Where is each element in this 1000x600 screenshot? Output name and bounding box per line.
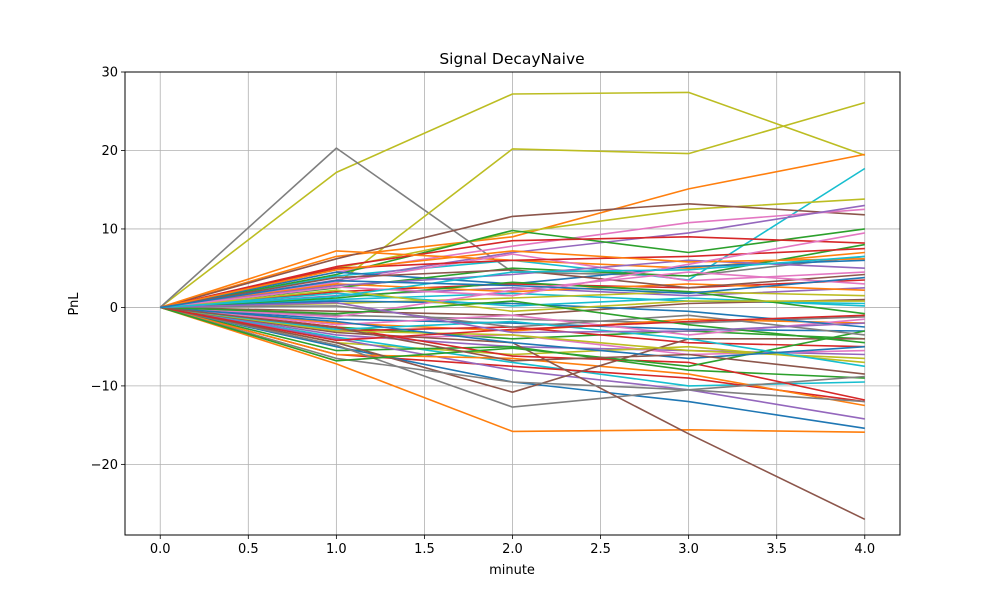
series-line — [159, 306, 865, 433]
y-tick-label: 20 — [101, 144, 118, 159]
series-line — [160, 228, 865, 309]
series-group — [159, 91, 866, 521]
series-line — [160, 300, 865, 344]
series-line — [160, 276, 865, 309]
series-line — [160, 250, 865, 309]
series-line — [160, 289, 865, 313]
series-line — [160, 301, 865, 334]
x-tick-label: 3.5 — [766, 542, 787, 557]
series-line — [160, 306, 865, 342]
x-tick-label: 0.0 — [150, 542, 171, 557]
series-line — [160, 236, 865, 309]
series-line — [160, 306, 865, 379]
x-tick-label: 1.0 — [326, 542, 347, 557]
series-line — [160, 306, 865, 360]
series-line — [160, 306, 865, 375]
x-tick-label: 0.5 — [238, 542, 259, 557]
x-tick-label: 4.0 — [854, 542, 875, 557]
series-line — [160, 268, 865, 309]
series-line — [160, 306, 865, 420]
series-line — [160, 305, 865, 336]
series-line — [160, 253, 865, 309]
series-line — [160, 306, 865, 368]
series-line — [159, 306, 865, 403]
series-line — [160, 306, 865, 394]
x-tick-label: 3.0 — [678, 542, 699, 557]
ticks-group: 0.0 0.5 1.0 1.5 2.0 2.5 3.0 3.5 4.0 −20 −10 0 10 20 30 — [91, 66, 876, 558]
y-tick-label: 30 — [101, 66, 118, 81]
y-tick-label: 10 — [101, 222, 118, 237]
series-line — [160, 306, 865, 408]
series-line — [160, 306, 865, 332]
series-line — [159, 203, 865, 309]
y-axis-label: PnL — [67, 292, 82, 316]
y-tick-label: −10 — [91, 379, 118, 394]
y-tick-label: 0 — [110, 301, 118, 316]
x-tick-label: 2.5 — [590, 542, 611, 557]
chart-title: Signal DecayNaive — [439, 50, 584, 68]
series-line — [160, 232, 865, 309]
series-line — [160, 281, 865, 315]
x-tick-label: 1.5 — [414, 542, 435, 557]
series-line — [159, 91, 866, 309]
series-line — [159, 153, 865, 309]
y-tick-label: −20 — [91, 458, 118, 473]
series-line — [160, 306, 865, 360]
series-line — [160, 300, 865, 328]
series-line — [160, 259, 865, 309]
series-line — [160, 271, 865, 318]
series-line — [160, 255, 865, 309]
x-axis-label: minute — [489, 563, 535, 578]
series-line — [160, 306, 865, 336]
series-line — [160, 283, 865, 309]
x-tick-label: 2.0 — [502, 542, 523, 557]
